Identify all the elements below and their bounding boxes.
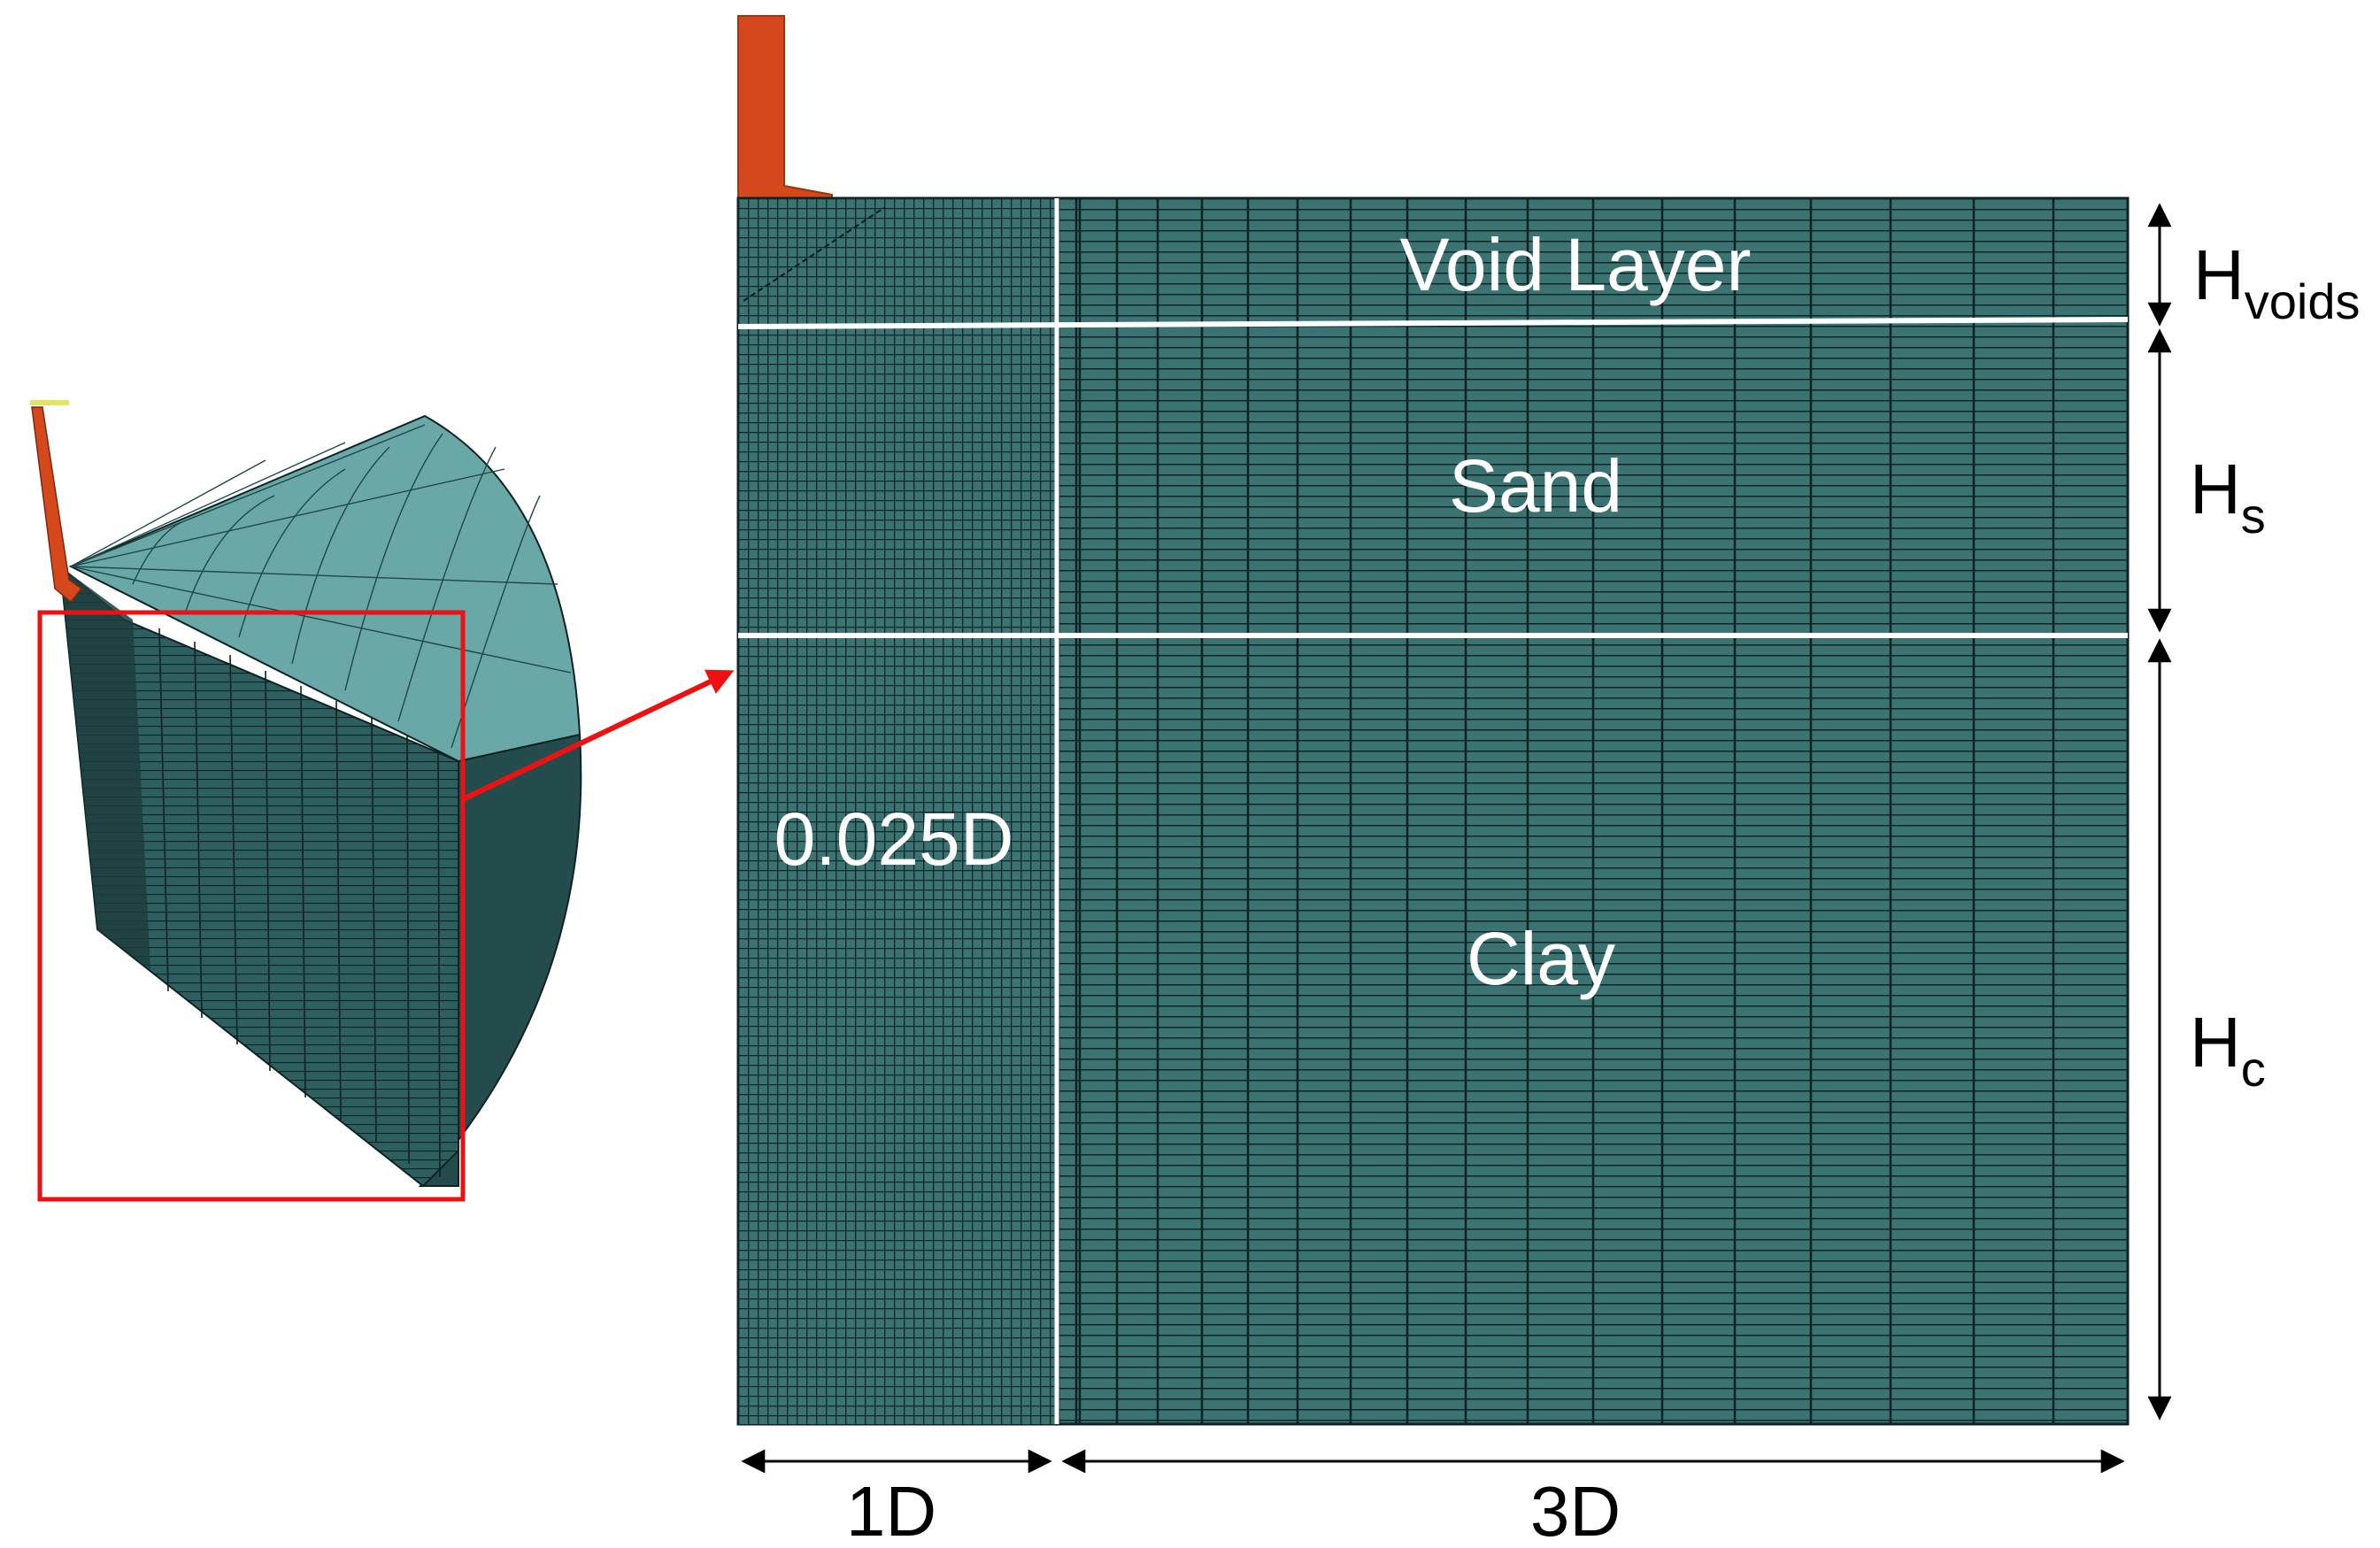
pile-3d-tag [30, 400, 69, 405]
pile-tip-dashed [743, 206, 886, 302]
h-c-sub: c [2241, 1041, 2266, 1097]
clay-label: Clay [1467, 917, 1615, 1000]
h-s-main: H [2190, 450, 2241, 528]
outer-mesh-columns [1078, 198, 2055, 1424]
pile-detail [737, 15, 833, 203]
void-sand-boundary [737, 317, 2129, 329]
width-3d-label: 3D [1530, 1472, 1621, 1548]
sand-label: Sand [1449, 444, 1622, 528]
zoom-callout-arrow [461, 669, 735, 802]
h-voids-main: H [2193, 235, 2245, 314]
inner-mesh-zone [738, 198, 1057, 1424]
mesh-detail-view: Void Layer Sand Clay 0.025D [736, 15, 2130, 1426]
mesh-3d-view [30, 400, 582, 1202]
zoom-callout-box [37, 610, 466, 1202]
width-1d-label: 1D [846, 1472, 936, 1548]
inner-spacing-label: 0.025D [774, 797, 1014, 881]
h-voids-label: Hvoids [2193, 235, 2361, 329]
pile-3d [31, 406, 83, 604]
block-front-lines [158, 628, 441, 1178]
block-top-face [68, 414, 582, 763]
h-c-main: H [2190, 1003, 2241, 1082]
h-s-label: Hs [2190, 450, 2266, 543]
h-voids-sub: voids [2245, 273, 2361, 329]
h-c-label: Hc [2190, 1003, 2266, 1097]
h-s-sub: s [2241, 488, 2266, 543]
block-dense-strip [60, 566, 150, 969]
block-top-arcs [70, 424, 572, 749]
void-layer-label: Void Layer [1400, 223, 1752, 306]
